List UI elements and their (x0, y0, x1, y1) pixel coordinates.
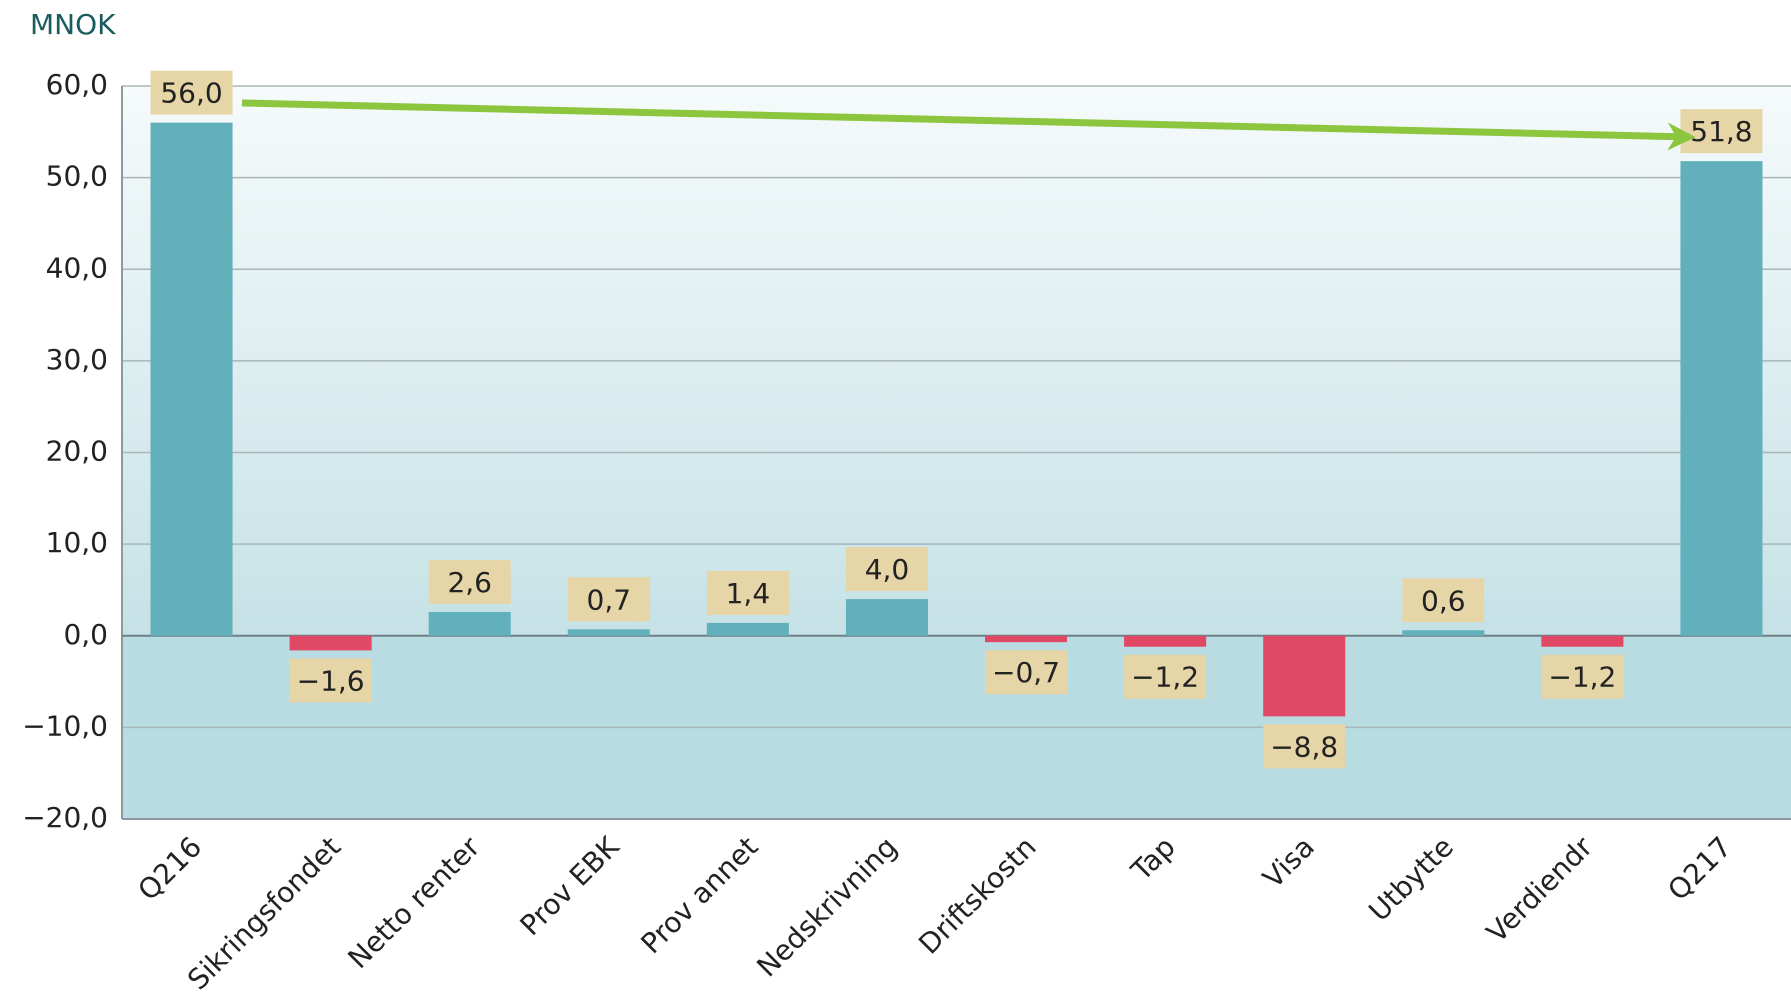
value-label-box (1541, 654, 1624, 699)
y-tick-label: 20,0 (46, 435, 108, 468)
y-tick-label: 10,0 (46, 526, 108, 559)
y-tick-label: −20,0 (22, 801, 108, 834)
x-tick-label: Driftskostn (912, 830, 1042, 960)
x-tick-label: Prov EBK (514, 830, 626, 942)
value-label: 2,6 (447, 566, 492, 599)
value-label-box (706, 570, 789, 615)
bar (1402, 630, 1485, 636)
trend-arrow (241, 99, 1696, 151)
bar (289, 635, 372, 651)
value-label-box (567, 577, 650, 622)
x-tick-label: Netto renter (342, 830, 487, 975)
value-label-box (985, 650, 1068, 695)
bar (428, 611, 511, 636)
x-tick-label: Visa (1256, 830, 1320, 894)
y-tick-label: 40,0 (46, 251, 108, 284)
y-tick-label: 50,0 (46, 160, 108, 193)
value-label-box (150, 70, 233, 115)
value-label: −1,6 (297, 664, 365, 697)
value-label: −1,2 (1548, 661, 1616, 694)
value-label: −0,7 (992, 656, 1060, 689)
y-tick-label: 30,0 (46, 343, 108, 376)
bar (845, 599, 928, 636)
value-label-box (845, 547, 928, 592)
bar (985, 635, 1068, 643)
bar (706, 622, 789, 636)
value-label: 0,7 (587, 583, 632, 616)
value-label-box (1263, 724, 1346, 769)
x-tick-label: Verdiendr (1480, 830, 1599, 949)
value-label: −8,8 (1270, 730, 1338, 763)
x-tick-label: Utbytte (1362, 830, 1460, 928)
value-label: 56,0 (160, 77, 222, 110)
y-tick-label: 0,0 (63, 618, 108, 651)
x-tick-label: Nedskrivning (750, 830, 903, 983)
bar (567, 629, 650, 636)
bar (1124, 635, 1207, 647)
value-label: 4,0 (865, 553, 910, 586)
bar (1680, 161, 1763, 636)
bar (150, 122, 233, 636)
value-label-box (428, 559, 511, 604)
value-label: −1,2 (1131, 661, 1199, 694)
x-tick-label: Tap (1124, 830, 1182, 888)
value-label-box (1402, 578, 1485, 623)
value-label: 51,8 (1690, 115, 1752, 148)
bar (1541, 635, 1624, 647)
y-tick-label: 60,0 (46, 68, 108, 101)
value-label-box (289, 658, 372, 703)
x-tick-label: Q217 (1661, 830, 1738, 907)
x-tick-label: Q216 (131, 830, 208, 907)
x-tick-label: Prov annet (635, 830, 765, 960)
y-tick-label: −10,0 (22, 709, 108, 742)
value-label: 0,6 (1421, 584, 1466, 617)
value-label: 1,4 (726, 577, 771, 610)
bar (1263, 635, 1346, 717)
value-label-box (1124, 654, 1207, 699)
y-axis-label: MNOK (30, 8, 116, 41)
